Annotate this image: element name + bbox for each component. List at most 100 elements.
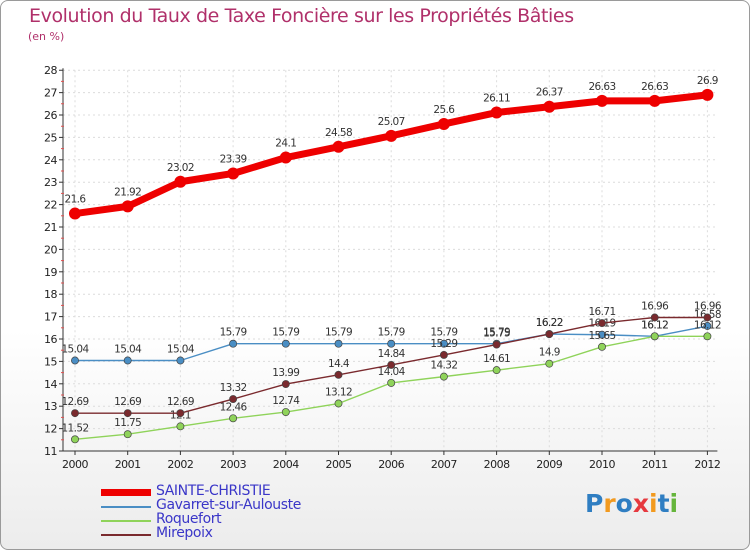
- y-tick-label: 22: [44, 199, 57, 212]
- x-tick-label: 2008: [484, 458, 510, 471]
- data-label-gavarret-sur-aulouste: 16.22: [536, 317, 563, 329]
- data-point-roquefort: [598, 342, 606, 351]
- data-point-gavarret-sur-aulouste: [439, 339, 448, 348]
- logo-letter: t: [657, 489, 670, 518]
- y-tick-label: 14: [44, 378, 57, 391]
- data-label-sainte-christie: 23.02: [167, 162, 194, 174]
- data-label-roquefort: 12.74: [272, 395, 300, 407]
- data-label-roquefort: 14.9: [539, 347, 560, 359]
- legend-swatch: [101, 506, 151, 508]
- proxiti-logo: Proxiti: [585, 489, 678, 518]
- logo-letter: r: [603, 489, 616, 518]
- data-point-sainte-christie: [279, 151, 292, 164]
- data-label-mirepoix: 15.75: [483, 328, 510, 340]
- data-label-mirepoix: 14.4: [328, 358, 350, 370]
- data-point-sainte-christie: [701, 88, 714, 101]
- x-tick-label: 2001: [115, 458, 141, 471]
- data-label-mirepoix: 16.22: [536, 317, 563, 329]
- data-point-sainte-christie: [490, 106, 503, 119]
- data-label-sainte-christie: 26.63: [641, 81, 668, 93]
- logo-letter: i: [669, 489, 679, 518]
- data-point-roquefort: [176, 422, 185, 431]
- legend-label: Mirepoix: [156, 525, 213, 541]
- data-label-roquefort: 15.65: [588, 330, 615, 342]
- data-label-roquefort: 14.32: [430, 360, 457, 372]
- y-tick-label: 26: [44, 109, 57, 122]
- data-label-mirepoix: 12.69: [61, 396, 88, 408]
- y-tick-label: 20: [44, 243, 57, 256]
- data-label-mirepoix: 16.71: [588, 306, 615, 318]
- legend-swatch: [101, 534, 151, 536]
- data-point-roquefort: [439, 372, 448, 381]
- x-tick-label: 2009: [536, 458, 562, 471]
- data-label-roquefort: 13.12: [325, 387, 352, 399]
- logo-letter: P: [585, 489, 604, 518]
- x-tick-label: 2007: [431, 458, 457, 471]
- logo-letter: o: [615, 489, 633, 518]
- data-label-mirepoix: 13.99: [272, 367, 299, 379]
- data-point-roquefort: [492, 366, 501, 375]
- data-label-roquefort: 11.75: [114, 417, 141, 429]
- data-label-mirepoix: 12.69: [114, 396, 141, 408]
- data-label-sainte-christie: 24.1: [275, 138, 296, 150]
- data-label-gavarret-sur-aulouste: 15.04: [114, 344, 142, 356]
- data-point-mirepoix: [650, 313, 659, 322]
- y-tick-label: 25: [44, 131, 57, 144]
- data-label-gavarret-sur-aulouste: 15.79: [430, 327, 457, 339]
- data-label-sainte-christie: 26.37: [536, 87, 563, 99]
- data-point-mirepoix: [598, 319, 606, 328]
- y-tick-label: 13: [44, 400, 57, 413]
- data-point-mirepoix: [387, 361, 396, 369]
- data-label-gavarret-sur-aulouste: 15.04: [167, 344, 195, 356]
- legend-label: SAINTE-CHRISTIE: [156, 483, 271, 499]
- data-point-roquefort: [703, 332, 712, 341]
- data-point-mirepoix: [334, 370, 343, 379]
- data-label-mirepoix: 15.29: [430, 338, 457, 350]
- data-point-mirepoix: [229, 395, 238, 403]
- data-label-gavarret-sur-aulouste: 15.04: [61, 344, 89, 356]
- data-point-gavarret-sur-aulouste: [334, 339, 343, 348]
- data-label-sainte-christie: 21.6: [65, 194, 87, 206]
- x-tick-label: 2006: [378, 458, 404, 471]
- logo-letter: x: [632, 489, 649, 518]
- data-point-sainte-christie: [596, 94, 608, 107]
- y-tick-label: 19: [44, 266, 57, 279]
- data-label-sainte-christie: 21.92: [114, 186, 141, 198]
- data-point-sainte-christie: [648, 94, 661, 107]
- y-tick-label: 28: [44, 64, 57, 77]
- data-label-sainte-christie: 23.39: [220, 153, 247, 165]
- data-point-gavarret-sur-aulouste: [229, 339, 238, 348]
- data-label-sainte-christie: 25.07: [378, 116, 405, 128]
- data-point-sainte-christie: [437, 117, 450, 130]
- x-tick-label: 2003: [220, 458, 246, 471]
- data-label-roquefort: 16.12: [694, 319, 721, 331]
- data-label-sainte-christie: 26.11: [483, 93, 510, 105]
- x-tick-label: 2005: [326, 458, 352, 471]
- y-tick-label: 15: [44, 355, 57, 368]
- legend-swatch: [101, 520, 151, 522]
- data-label-roquefort: 16.12: [641, 319, 668, 331]
- data-point-gavarret-sur-aulouste: [71, 356, 79, 365]
- y-tick-label: 27: [44, 87, 57, 100]
- x-tick-label: 2004: [273, 458, 299, 471]
- legend-swatch: [101, 489, 151, 496]
- x-tick-label: 2011: [642, 458, 668, 471]
- data-point-mirepoix: [703, 313, 712, 322]
- data-point-mirepoix: [176, 409, 185, 418]
- unit-label: (en %): [28, 30, 65, 43]
- y-tick-label: 11: [44, 445, 57, 458]
- data-point-mirepoix: [281, 380, 290, 388]
- data-point-roquefort: [281, 408, 290, 416]
- y-tick-label: 24: [44, 154, 57, 167]
- data-label-sainte-christie: 25.6: [433, 104, 455, 116]
- data-label-sainte-christie: 26.63: [588, 81, 615, 93]
- data-point-gavarret-sur-aulouste: [281, 339, 290, 348]
- data-point-sainte-christie: [121, 200, 134, 213]
- data-label-gavarret-sur-aulouste: 15.79: [220, 327, 247, 339]
- data-point-sainte-christie: [332, 140, 345, 153]
- data-point-gavarret-sur-aulouste: [598, 330, 606, 339]
- data-point-gavarret-sur-aulouste: [703, 322, 712, 330]
- data-point-roquefort: [334, 399, 343, 408]
- data-point-roquefort: [123, 430, 132, 439]
